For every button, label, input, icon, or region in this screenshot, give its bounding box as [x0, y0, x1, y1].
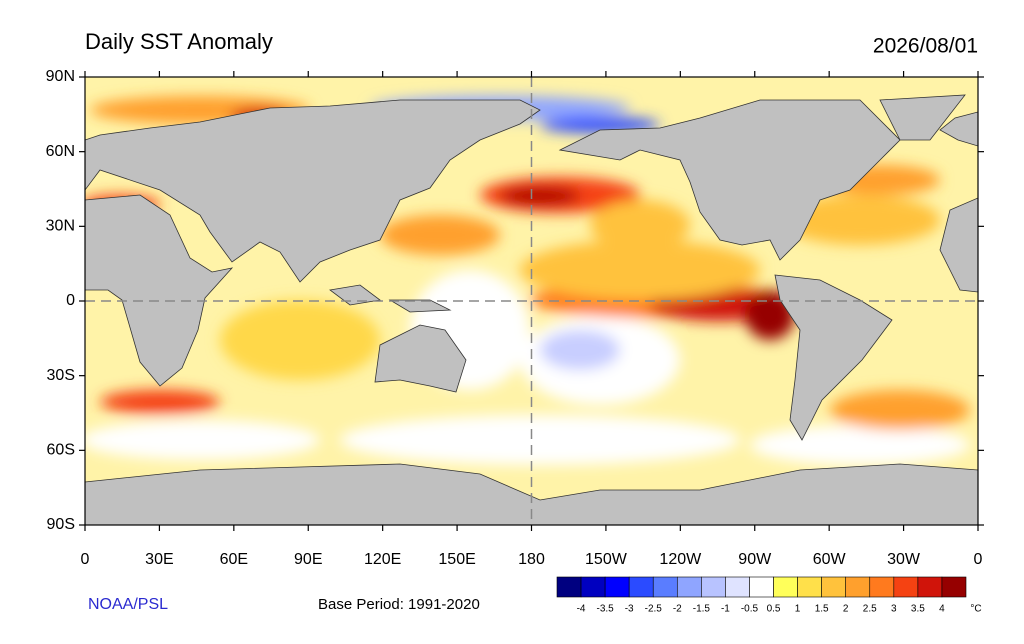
- colorbar-label: -2: [673, 604, 682, 615]
- colorbar-label: 2: [843, 604, 849, 615]
- lat-label: 30N: [46, 218, 75, 235]
- colorbar-swatch: [893, 576, 919, 598]
- colorbar-swatch: [580, 576, 606, 598]
- colorbar-label: 3: [891, 604, 897, 615]
- colorbar-label: 2.5: [863, 604, 877, 615]
- credit: NOAA/PSL: [88, 596, 168, 613]
- lat-label: 90S: [47, 516, 75, 533]
- lon-label: 180: [518, 551, 545, 568]
- lon-label: 0: [81, 551, 90, 568]
- colorbar-swatch: [676, 576, 702, 598]
- colorbar-swatch: [917, 576, 943, 598]
- colorbar-label: -2.5: [645, 604, 663, 615]
- lat-label: 90N: [46, 68, 75, 85]
- lat-label: 0: [66, 292, 75, 309]
- colorbar-label: -3.5: [597, 604, 615, 615]
- colorbar-label: 4: [939, 604, 945, 615]
- colorbar-swatch: [556, 576, 582, 598]
- colorbar-label: -4: [577, 604, 586, 615]
- colorbar-swatch: [725, 576, 750, 598]
- lon-label: 60W: [813, 551, 847, 568]
- colorbar-swatch: [773, 576, 798, 598]
- lat-label: 60S: [47, 442, 75, 459]
- colorbar-label: -1.5: [693, 604, 711, 615]
- date: 2026/08/01: [873, 35, 978, 58]
- title: Daily SST Anomaly: [85, 29, 273, 54]
- colorbar-swatch: [749, 576, 774, 598]
- lon-label: 120W: [659, 551, 702, 568]
- lon-label: 0: [974, 551, 983, 568]
- colorbar-unit: °C: [970, 604, 981, 615]
- colorbar-swatch: [845, 576, 871, 598]
- colorbar-swatch: [797, 576, 822, 598]
- lat-label: 60N: [46, 143, 75, 160]
- colorbar-swatch: [652, 576, 678, 598]
- colorbar-swatch: [628, 576, 654, 598]
- lon-label: 30E: [145, 551, 173, 568]
- base-period: Base Period: 1991-2020: [318, 596, 480, 613]
- colorbar-label: -1: [721, 604, 730, 615]
- lat-label: 30S: [47, 367, 75, 384]
- colorbar-swatch: [604, 576, 630, 598]
- colorbar-label: 1.5: [815, 604, 829, 615]
- colorbar-swatch: [869, 576, 895, 598]
- colorbar-swatch: [821, 576, 847, 598]
- lon-label: 60E: [220, 551, 248, 568]
- colorbar-label: 1: [795, 604, 801, 615]
- lon-label: 150E: [438, 551, 475, 568]
- lon-label: 90E: [294, 551, 322, 568]
- colorbar-label: 0.5: [767, 604, 781, 615]
- anomaly-field: [85, 77, 978, 525]
- lon-label: 90W: [738, 551, 772, 568]
- lon-label: 30W: [887, 551, 921, 568]
- colorbar-label: -3: [625, 604, 634, 615]
- lon-label: 150W: [585, 551, 628, 568]
- colorbar-label: -0.5: [741, 604, 759, 615]
- colorbar-swatch: [941, 576, 967, 598]
- colorbar-swatch: [701, 576, 726, 598]
- land: [85, 94, 978, 525]
- colorbar-label: 3.5: [911, 604, 925, 615]
- lon-label: 120E: [364, 551, 401, 568]
